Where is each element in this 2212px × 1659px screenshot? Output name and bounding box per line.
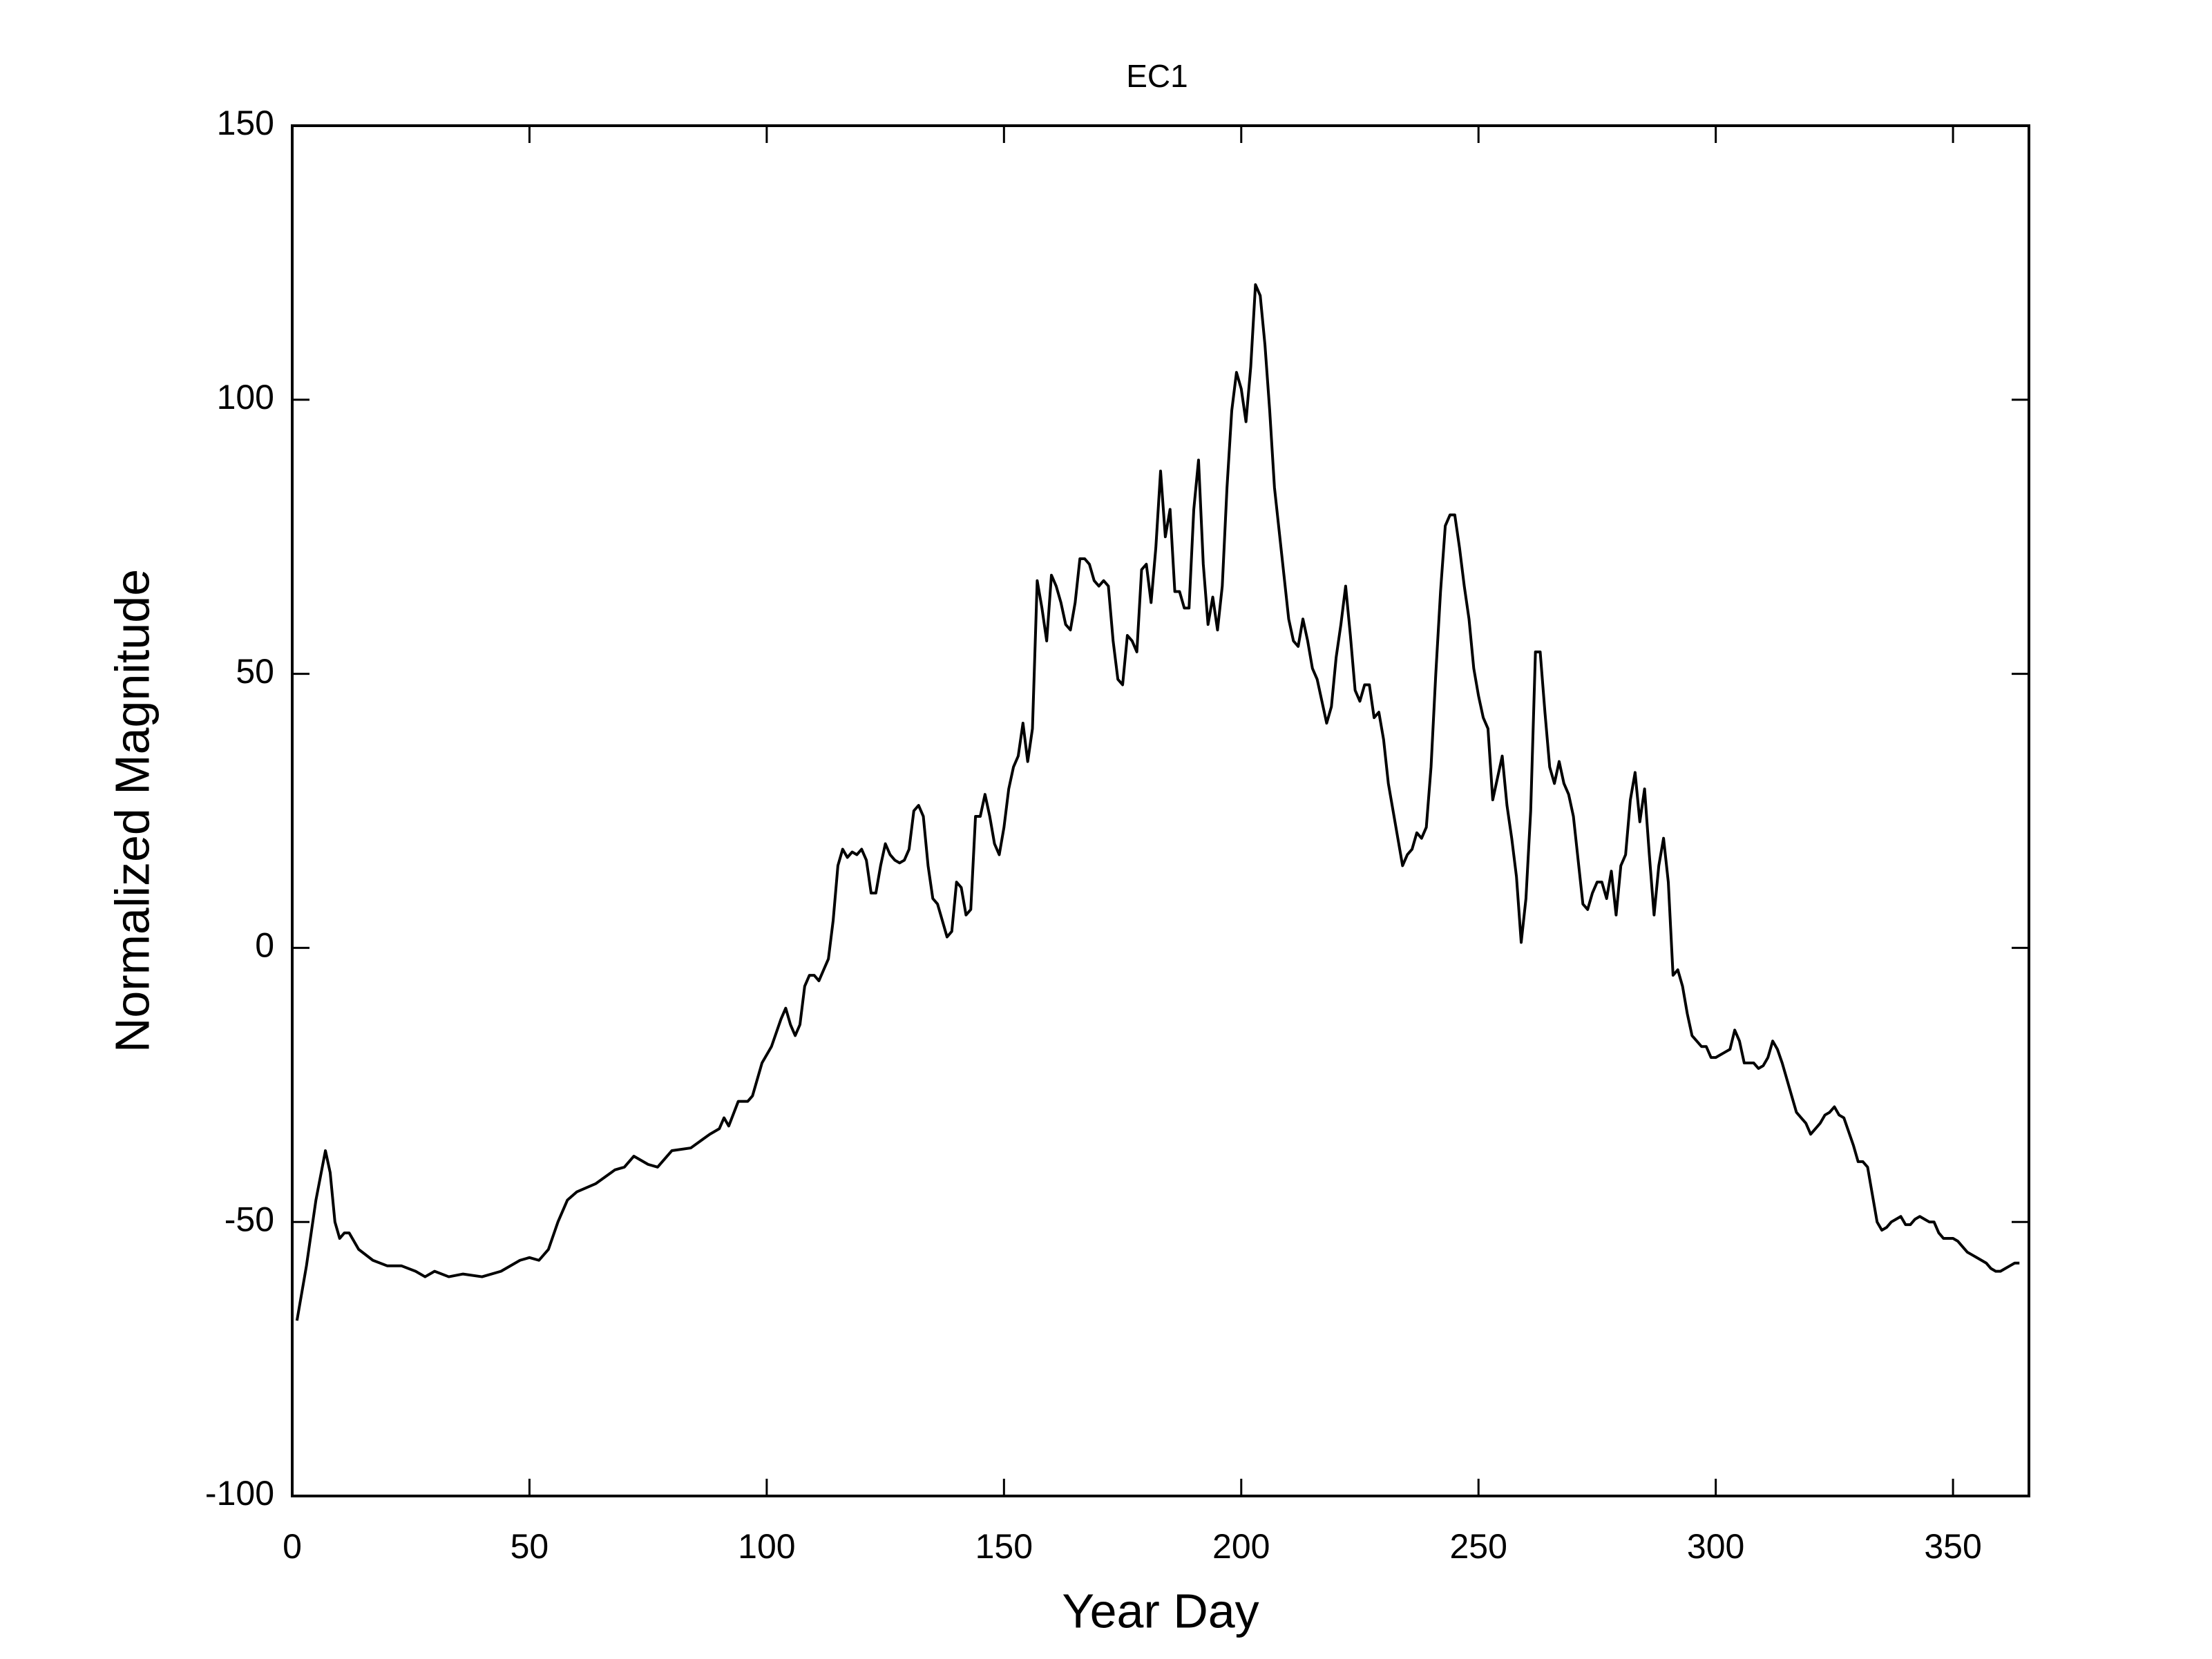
data-line bbox=[295, 283, 2020, 1321]
y-tick-label: 100 bbox=[217, 378, 274, 416]
y-tick-label: 150 bbox=[217, 104, 274, 142]
y-tick-label: -50 bbox=[225, 1200, 274, 1238]
x-tick-label: 150 bbox=[975, 1527, 1033, 1566]
y-axis-label: Normalized Magnitude bbox=[105, 569, 159, 1053]
x-tick-label: 300 bbox=[1687, 1527, 1744, 1566]
y-tick-label: 0 bbox=[255, 926, 274, 965]
x-tick-label: 100 bbox=[738, 1527, 795, 1566]
x-tick-label: 50 bbox=[511, 1527, 549, 1566]
chart-title: EC1 bbox=[1126, 58, 1188, 94]
y-tick-label: -100 bbox=[205, 1474, 274, 1513]
x-tick-label: 0 bbox=[283, 1527, 302, 1566]
y-tick-label: 50 bbox=[236, 652, 274, 691]
x-tick-label: 250 bbox=[1449, 1527, 1507, 1566]
x-tick-label: 350 bbox=[1924, 1527, 1981, 1566]
x-tick-label: 200 bbox=[1212, 1527, 1270, 1566]
x-axis-label: Year Day bbox=[1062, 1584, 1259, 1638]
plot-frame bbox=[291, 124, 2030, 1497]
